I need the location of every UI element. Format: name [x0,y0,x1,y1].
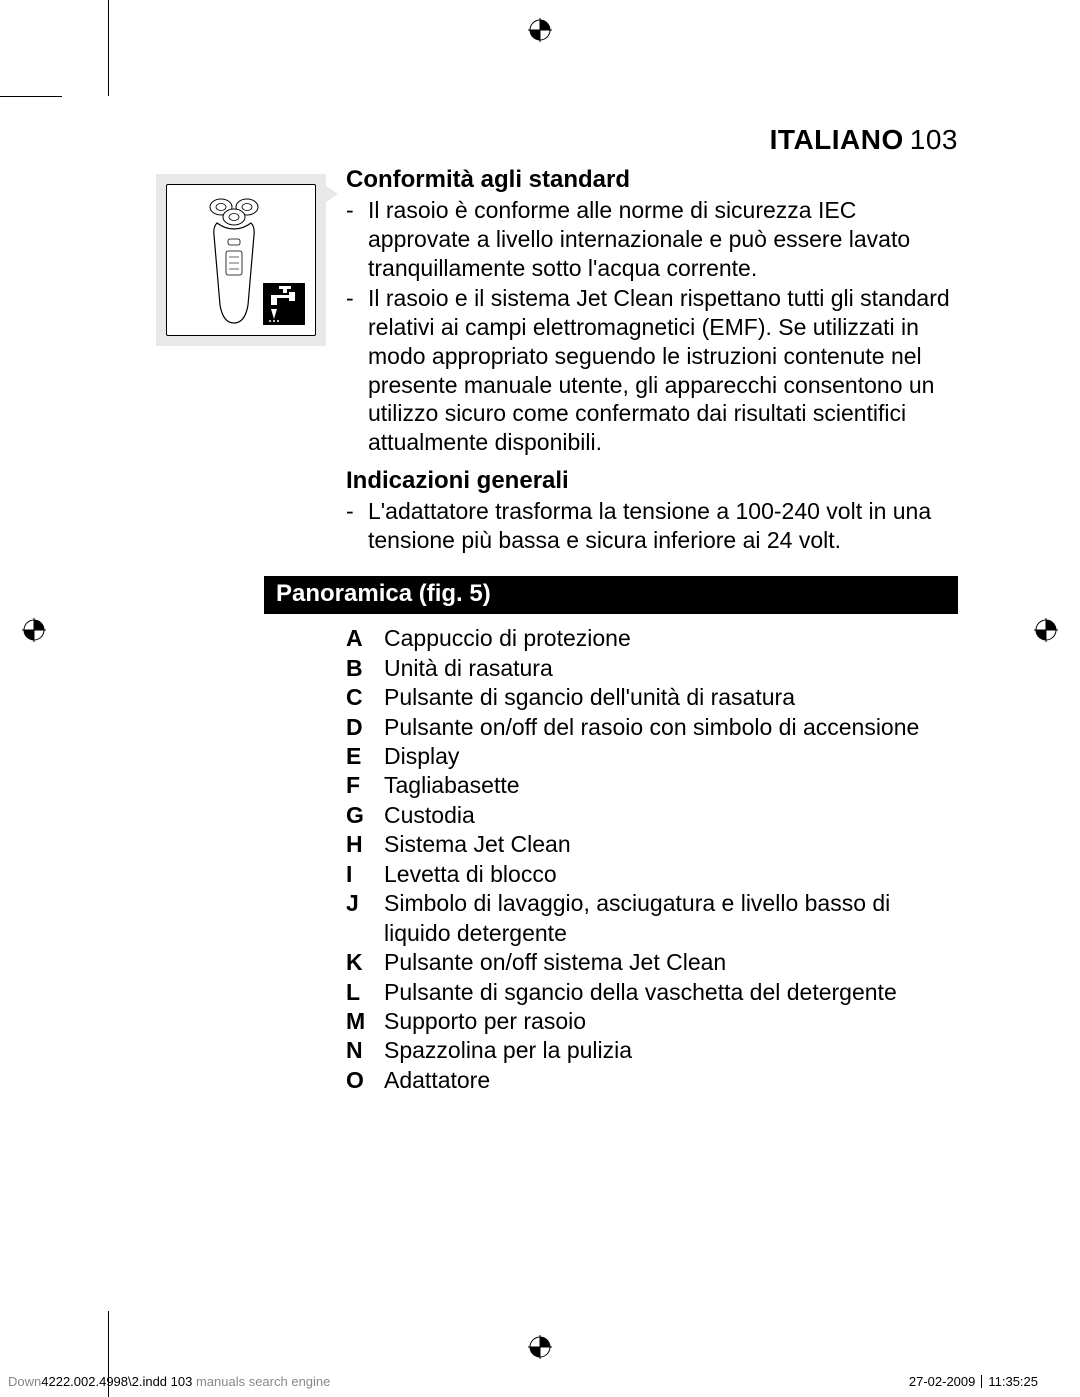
section-heading-standards: Conformità agli standard [346,166,958,194]
overview-key: D [346,713,384,742]
overview-value: Unità di rasatura [384,654,958,683]
overview-key: O [346,1066,384,1095]
bullet-dash-icon: - [346,497,368,555]
page-header: ITALIANO103 [770,124,958,156]
overview-row: ACappuccio di protezione [346,624,958,653]
registration-mark-icon [528,1335,552,1359]
overview-key: B [346,654,384,683]
overview-value: Cappuccio di protezione [384,624,958,653]
overview-row: KPulsante on/off sistema Jet Clean [346,948,958,977]
registration-mark-icon [528,18,552,42]
bullet-text: Il rasoio e il sistema Jet Clean rispett… [368,284,958,457]
overview-row: ILevetta di blocco [346,860,958,889]
overview-value: Spazzolina per la pulizia [384,1036,958,1065]
footer-date: 27-02-2009 [909,1374,976,1389]
registration-mark-icon [1034,618,1058,642]
overview-value: Supporto per rasoio [384,1007,958,1036]
overview-row: FTagliabasette [346,771,958,800]
bullet-text: Il rasoio è conforme alle norme di sicur… [368,196,958,282]
overview-value: Pulsante di sgancio della vaschetta del … [384,978,958,1007]
overview-key: H [346,830,384,859]
overview-value: Pulsante on/off sistema Jet Clean [384,948,958,977]
overview-value: Custodia [384,801,958,830]
overview-key: M [346,1007,384,1036]
overview-key: C [346,683,384,712]
overview-value: Sistema Jet Clean [384,830,958,859]
page-content: ITALIANO103 [108,96,1030,1308]
overview-key: F [346,771,384,800]
figure-thumbnail [156,174,326,346]
header-language: ITALIANO [770,124,904,155]
footer-download-text: Down [8,1374,41,1389]
shaver-illustration-icon [203,195,265,325]
bullet-text: L'adattatore trasforma la tensione a 100… [368,497,958,555]
bullet-dash-icon: - [346,284,368,457]
footer-separator-icon [981,1375,982,1388]
figure-frame [166,184,316,336]
bullet-item: - L'adattatore trasforma la tensione a 1… [346,497,958,555]
footer-time: 11:35:25 [988,1374,1038,1389]
overview-key: N [346,1036,384,1065]
footer-left: Down4222.002.4998\2.indd 103 manuals sea… [8,1374,330,1389]
overview-key: G [346,801,384,830]
overview-value: Display [384,742,958,771]
overview-value: Levetta di blocco [384,860,958,889]
registration-mark-icon [22,618,46,642]
overview-list: ACappuccio di protezioneBUnità di rasatu… [346,624,958,1095]
overview-row: DPulsante on/off del rasoio con simbolo … [346,713,958,742]
crop-mark [0,96,62,97]
section-heading-general: Indicazioni generali [346,467,958,495]
overview-row: BUnità di rasatura [346,654,958,683]
overview-key: A [346,624,384,653]
faucet-icon [263,283,305,325]
overview-row: GCustodia [346,801,958,830]
overview-key: L [346,978,384,1007]
text-content: Conformità agli standard - Il rasoio è c… [346,166,958,1095]
bullet-item: - Il rasoio e il sistema Jet Clean rispe… [346,284,958,457]
overview-key: J [346,889,384,948]
bullet-item: - Il rasoio è conforme alle norme di sic… [346,196,958,282]
overview-value: Simbolo di lavaggio, asciugatura e livel… [384,889,958,948]
crop-mark [108,0,109,96]
overview-value: Pulsante di sgancio dell'unità di rasatu… [384,683,958,712]
overview-value: Pulsante on/off del rasoio con simbolo d… [384,713,958,742]
bullet-dash-icon: - [346,196,368,282]
overview-key: I [346,860,384,889]
overview-key: E [346,742,384,771]
overview-row: LPulsante di sgancio della vaschetta del… [346,978,958,1007]
overview-row: OAdattatore [346,1066,958,1095]
footer-right: 27-02-2009 11:35:25 [909,1374,1038,1389]
header-page-number: 103 [910,124,958,155]
section-bar-overview: Panoramica (fig. 5) [264,576,958,614]
overview-row: NSpazzolina per la pulizia [346,1036,958,1065]
overview-row: MSupporto per rasoio [346,1007,958,1036]
footer-download-suffix: manuals search engine [192,1374,330,1389]
overview-row: EDisplay [346,742,958,771]
overview-value: Adattatore [384,1066,958,1095]
footer-doc-id: 4222.002.4998\2.indd 103 [41,1374,192,1389]
overview-value: Tagliabasette [384,771,958,800]
overview-row: HSistema Jet Clean [346,830,958,859]
overview-row: CPulsante di sgancio dell'unità di rasat… [346,683,958,712]
overview-row: JSimbolo di lavaggio, asciugatura e live… [346,889,958,948]
overview-key: K [346,948,384,977]
callout-arrow-icon [326,186,338,202]
